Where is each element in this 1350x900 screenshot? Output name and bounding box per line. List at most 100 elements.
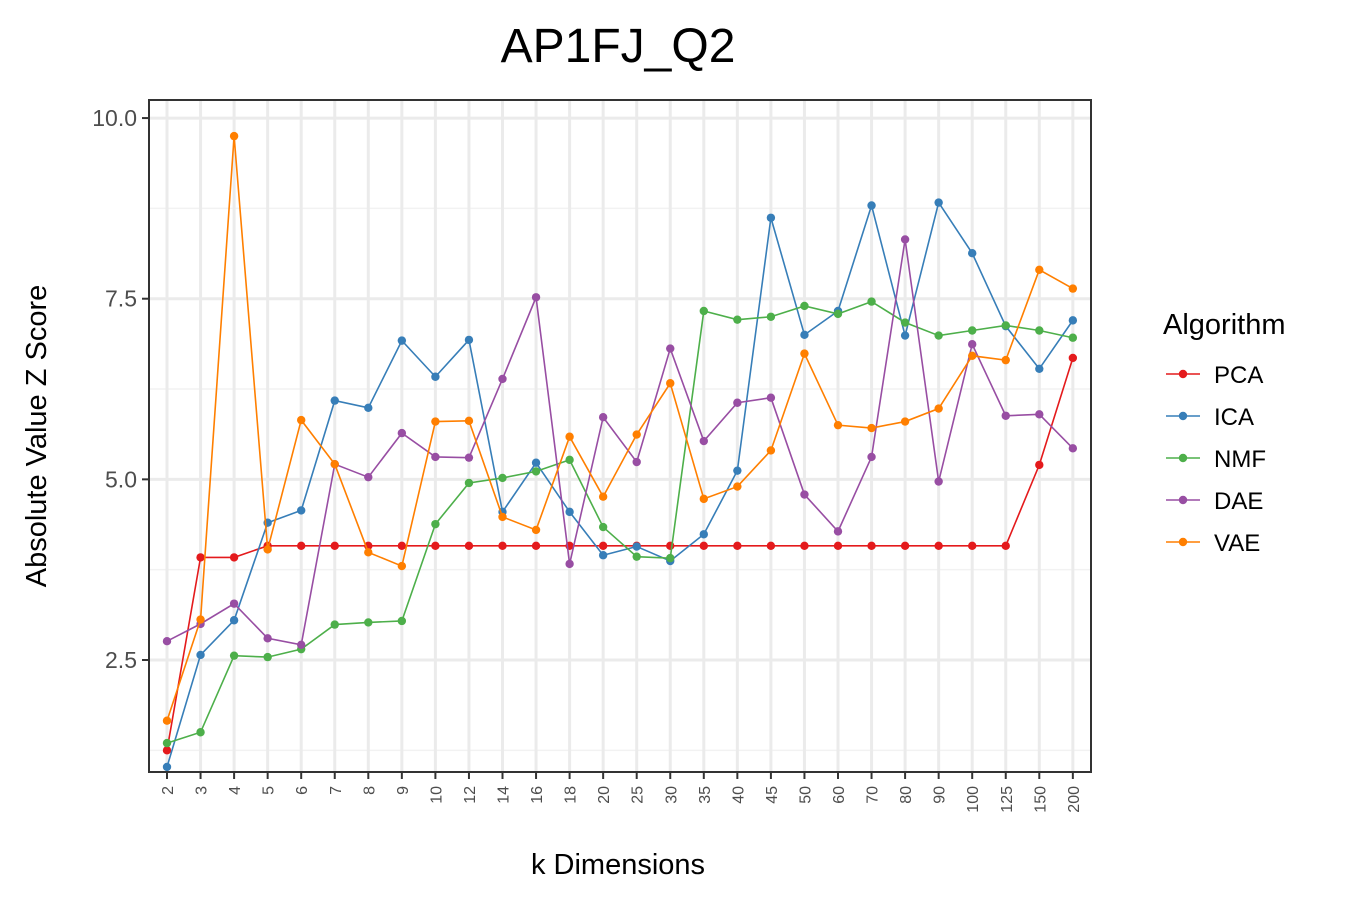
- data-point: [733, 541, 742, 551]
- data-point: [968, 340, 977, 349]
- data-point: [867, 541, 876, 551]
- data-point: [229, 131, 239, 141]
- data-point: [1068, 333, 1078, 342]
- data-point: [800, 301, 809, 311]
- legend-marker: [1178, 453, 1188, 463]
- data-point: [699, 436, 708, 446]
- data-point: [364, 472, 373, 482]
- grid: [149, 100, 1091, 772]
- data-point: [297, 415, 306, 425]
- data-point: [397, 541, 407, 551]
- x-tick-label: 4: [227, 786, 244, 795]
- y-axis-title: Absolute Value Z Score: [21, 285, 53, 588]
- x-tick-label: 80: [898, 786, 915, 804]
- data-point: [699, 494, 708, 504]
- x-tick-label: 60: [831, 786, 848, 804]
- data-point: [565, 432, 574, 441]
- data-point: [934, 541, 943, 551]
- data-point: [531, 525, 541, 535]
- data-point: [833, 527, 843, 536]
- legend-label: DAE: [1214, 488, 1263, 515]
- data-point: [733, 466, 742, 475]
- data-point: [196, 615, 205, 624]
- x-tick-label: 16: [529, 786, 546, 804]
- data-point: [598, 413, 608, 422]
- x-tick-label: 90: [932, 786, 949, 804]
- data-point: [833, 420, 843, 430]
- data-point: [162, 738, 172, 748]
- series-layer: [162, 131, 1078, 772]
- series-line-nmf: [166, 300, 1074, 744]
- data-point: [464, 335, 474, 345]
- y-axis: 2.5 5.0 7.5 10.0: [92, 105, 149, 673]
- x-tick-label: 5: [261, 786, 278, 795]
- data-point: [1035, 460, 1044, 470]
- data-point: [934, 477, 943, 486]
- x-tick-label: 125: [999, 786, 1016, 813]
- data-point: [162, 716, 172, 725]
- data-point: [431, 372, 440, 381]
- data-point: [364, 548, 373, 557]
- data-point: [229, 553, 239, 562]
- data-point: [431, 519, 440, 529]
- data-point: [431, 417, 440, 426]
- x-tick-label: 18: [563, 786, 580, 804]
- data-point: [565, 507, 574, 517]
- data-point: [1001, 541, 1010, 551]
- data-point: [464, 453, 474, 462]
- data-point: [598, 492, 608, 501]
- data-point: [297, 506, 306, 515]
- data-point: [900, 235, 910, 244]
- legend-label: NMF: [1214, 446, 1266, 473]
- data-point: [531, 541, 541, 551]
- data-point: [833, 309, 843, 319]
- x-axis: 2 3 4 5 6 7 8 9 10 12 14 16 18 20 25 30 35 40 45 50 60 70 80 90…: [160, 772, 1083, 813]
- data-point: [766, 312, 776, 321]
- data-point: [598, 541, 608, 551]
- y-tick-label: 7.5: [105, 286, 137, 312]
- data-point: [1068, 444, 1078, 453]
- x-tick-label: 70: [865, 786, 882, 804]
- data-point: [800, 541, 809, 551]
- legend-marker: [1178, 369, 1188, 379]
- x-tick-label: 200: [1066, 786, 1083, 813]
- x-tick-label: 35: [697, 786, 714, 804]
- x-tick-label: 45: [764, 786, 781, 804]
- data-point: [1001, 355, 1010, 365]
- data-point: [900, 331, 910, 340]
- data-point: [565, 559, 574, 569]
- data-point: [263, 652, 272, 662]
- data-point: [330, 541, 339, 551]
- data-point: [531, 467, 541, 476]
- data-point: [229, 616, 239, 625]
- data-point: [397, 336, 407, 345]
- data-point: [1035, 410, 1044, 419]
- data-point: [297, 541, 306, 551]
- data-point: [364, 403, 373, 413]
- data-point: [229, 599, 239, 608]
- data-point: [1001, 411, 1010, 420]
- data-point: [934, 198, 943, 207]
- x-tick-label: 2: [160, 786, 177, 795]
- legend-label: ICA: [1214, 404, 1254, 431]
- x-tick-label: 40: [730, 786, 747, 804]
- data-point: [632, 430, 641, 439]
- x-tick-label: 25: [630, 786, 647, 804]
- data-point: [162, 762, 172, 772]
- data-point: [766, 393, 776, 402]
- data-point: [431, 541, 440, 551]
- data-point: [632, 552, 641, 561]
- legend-label: PCA: [1214, 362, 1263, 389]
- x-tick-label: 10: [428, 786, 445, 804]
- y-tick-label: 10.0: [92, 105, 137, 131]
- data-point: [934, 331, 943, 340]
- x-tick-label: 50: [797, 786, 814, 804]
- data-point: [867, 423, 876, 433]
- x-tick-label: 30: [663, 786, 680, 804]
- data-point: [464, 478, 474, 488]
- data-point: [867, 452, 876, 462]
- x-axis-title: k Dimensions: [531, 849, 705, 881]
- data-point: [397, 616, 407, 626]
- x-tick-label: 9: [395, 786, 412, 795]
- data-point: [733, 315, 742, 324]
